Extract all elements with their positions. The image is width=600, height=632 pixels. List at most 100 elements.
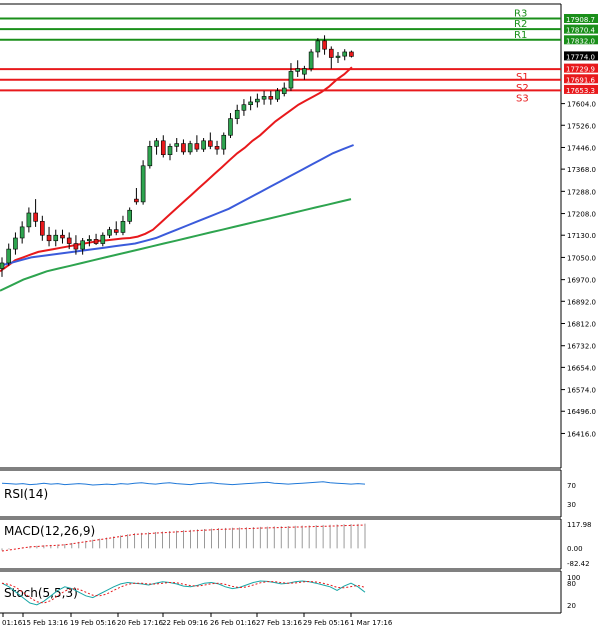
candle-body-bull	[53, 234, 59, 242]
candle	[181, 139, 186, 155]
candle-body-bear	[160, 140, 166, 155]
stoch-level-100: 100	[567, 574, 580, 582]
candle	[295, 60, 300, 77]
price-tick-label: 17446.0	[567, 144, 596, 152]
level-tag-box	[564, 84, 598, 94]
candle-body-bull	[234, 109, 240, 119]
level-tag-box	[564, 35, 598, 45]
candle-body-bull	[255, 98, 260, 103]
time-label: 22 Feb 09:16	[162, 619, 208, 627]
candle	[26, 207, 32, 233]
candle-body-bull	[187, 143, 193, 153]
candle	[33, 199, 38, 227]
candle	[160, 135, 166, 158]
candle	[335, 51, 341, 64]
candle	[113, 221, 119, 236]
candle-body-bear	[113, 229, 119, 233]
moving-average-line	[0, 198, 352, 292]
candle-body-bull	[315, 40, 321, 53]
candlesticks	[0, 35, 354, 277]
level-tag-text: 17691.6	[566, 76, 595, 84]
time-label: 01:16	[2, 619, 23, 627]
price-tick-label: 16496.0	[567, 408, 596, 416]
candle	[322, 35, 327, 55]
level-tag-box	[564, 51, 598, 61]
stoch-panel: Stoch(5,5,3) 100 80 20	[0, 570, 580, 614]
time-axis: 01:16 15 Feb 13:16 19 Feb 05:16 20 Feb 17:1…	[2, 613, 393, 627]
candle	[275, 88, 280, 102]
candle-body-bear	[66, 237, 72, 244]
resistance-label-r3: R3	[514, 8, 527, 19]
price-tick-label: 17526.0	[567, 122, 596, 130]
candle-body-bear	[181, 143, 186, 153]
support-label-s1: S1	[516, 72, 529, 83]
candle	[80, 237, 85, 255]
candle-body-bear	[208, 140, 213, 147]
candle	[187, 140, 193, 155]
candle	[268, 90, 274, 105]
candle	[167, 143, 173, 161]
candle	[6, 243, 12, 266]
price-tick-label: 16416.0	[567, 430, 596, 438]
time-label: 1 Mar 17:16	[350, 619, 393, 627]
level-tag-text: 17870.4	[566, 27, 595, 35]
rsi-panel: RSI(14) 70 30	[0, 469, 576, 518]
candle-body-bull	[228, 118, 233, 136]
candle-body-bear	[46, 234, 52, 242]
price-tick-label: 16970.0	[567, 277, 596, 285]
level-tag-box	[564, 24, 598, 34]
price-tick-label: 17208.0	[567, 211, 596, 219]
candle	[234, 104, 240, 125]
candle-body-bull	[147, 146, 153, 167]
macd-panel: MACD(12,26,9) 117.98 0.00 -82.42	[0, 518, 592, 570]
price-tick-label: 17604.0	[567, 101, 596, 109]
candle	[107, 226, 112, 238]
candle-body-bear	[73, 243, 79, 250]
macd-level-bottom: -82.42	[567, 560, 590, 568]
candle-body-bear	[93, 239, 99, 244]
candle	[140, 160, 146, 205]
candle-body-bull	[174, 143, 180, 147]
candle-body-bear	[194, 143, 200, 150]
candle	[214, 140, 220, 155]
candle-body-bull	[281, 87, 287, 94]
stoch-label: Stoch(5,5,3)	[4, 586, 78, 600]
candle-body-bull	[167, 146, 173, 155]
candle-body-bull	[241, 104, 247, 111]
rsi-label: RSI(14)	[4, 487, 48, 501]
candle	[134, 188, 139, 205]
level-tag-box	[564, 13, 598, 23]
candle	[288, 63, 294, 91]
candle	[46, 226, 52, 247]
candle-body-bull	[201, 140, 206, 150]
candle	[248, 96, 253, 111]
level-tag-text: 17908.7	[566, 16, 595, 24]
price-tick-label: 16654.0	[567, 364, 596, 372]
candle	[221, 132, 227, 155]
macd-label: MACD(12,26,9)	[4, 524, 95, 538]
candle	[100, 232, 106, 247]
candle	[349, 50, 354, 58]
stoch-level-20: 20	[567, 602, 576, 610]
candle	[281, 82, 287, 97]
candle-body-bull	[87, 239, 92, 242]
time-label: 26 Feb 01:16	[210, 619, 256, 627]
moving-average-line	[0, 144, 354, 267]
candle-body-bull	[13, 237, 18, 250]
macd-level-zero: 0.00	[567, 545, 583, 553]
price-tick-label: 17130.0	[567, 232, 596, 240]
candle	[302, 65, 307, 80]
candle	[147, 140, 153, 169]
time-label: 27 Feb 13:16	[256, 619, 302, 627]
candle-body-bull	[342, 51, 348, 57]
candle	[19, 221, 25, 244]
candle-body-bull	[221, 134, 227, 150]
candle-body-bull	[288, 71, 294, 89]
candle	[93, 233, 99, 245]
candle-body-bear	[40, 221, 45, 236]
candle-body-bull	[127, 209, 132, 222]
price-tick-label: 16732.0	[567, 343, 596, 351]
candle	[13, 232, 18, 255]
